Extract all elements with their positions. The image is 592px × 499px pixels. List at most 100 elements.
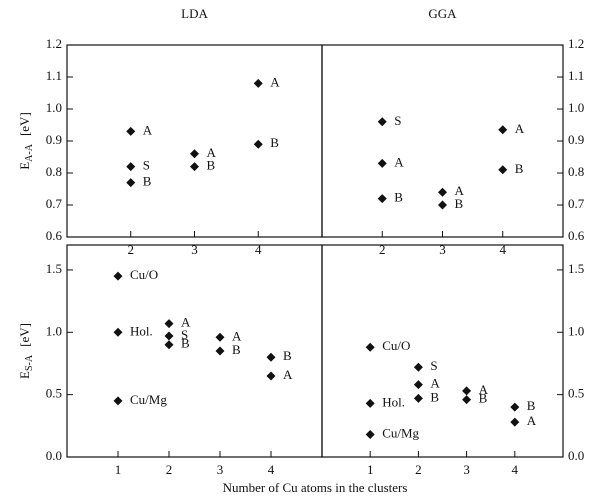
point-label: S	[181, 327, 188, 342]
point-label: A	[232, 328, 242, 343]
y-tick-label: 1.0	[568, 323, 584, 338]
y-axis-label: ES-A [eV]	[17, 323, 35, 379]
panel-frame	[66, 44, 323, 238]
x-tick-label: 1	[115, 462, 122, 477]
point-label: A	[479, 382, 489, 397]
y-tick-label: 1.0	[46, 100, 62, 115]
marker	[438, 200, 447, 210]
marker	[377, 117, 387, 127]
marker	[438, 187, 447, 197]
marker	[377, 158, 387, 168]
marker	[266, 352, 276, 362]
marker	[190, 149, 199, 159]
y-label-symbol: E	[17, 162, 32, 170]
point-label: A	[207, 145, 217, 160]
point-label: B	[143, 174, 152, 189]
point-label: A	[181, 315, 191, 330]
point-label: B	[207, 158, 216, 173]
y-tick-label: 0.9	[568, 132, 584, 147]
marker	[266, 371, 276, 381]
panel-title: LDA	[181, 6, 208, 21]
panel-title: GGA	[428, 6, 457, 21]
panel-frame	[321, 244, 564, 458]
marker	[365, 342, 375, 352]
x-axis-label: Number of Cu atoms in the clusters	[223, 480, 408, 495]
point-label: Cu/Mg	[130, 392, 167, 407]
marker	[126, 178, 136, 188]
marker	[113, 271, 123, 281]
marker	[413, 362, 423, 372]
point-label: Cu/O	[130, 267, 158, 282]
point-label: B	[283, 348, 292, 363]
marker	[253, 78, 263, 88]
y-tick-label: 0.7	[568, 196, 585, 211]
marker	[164, 331, 174, 341]
y-tick-label: 0.8	[46, 164, 62, 179]
marker	[413, 393, 423, 403]
marker	[126, 162, 136, 172]
y-label-subscript: S-A	[24, 354, 35, 371]
y-tick-label: 1.1	[568, 68, 584, 83]
point-label: B	[270, 135, 279, 150]
y-tick-label: 1.0	[46, 323, 62, 338]
y-tick-label: 1.2	[46, 36, 62, 51]
x-tick-label: 2	[128, 242, 135, 257]
y-tick-label: 0.8	[568, 164, 584, 179]
point-label: B	[479, 391, 488, 406]
point-label: A	[283, 367, 293, 382]
marker	[498, 125, 508, 135]
x-tick-label: 3	[439, 242, 446, 257]
point-label: B	[455, 196, 464, 211]
x-tick-label: 3	[463, 462, 470, 477]
marker	[253, 139, 263, 149]
point-label: Hol.	[130, 323, 153, 338]
point-label: A	[143, 122, 153, 137]
marker	[510, 402, 520, 412]
y-tick-label: 0.7	[46, 196, 63, 211]
marker	[498, 165, 508, 175]
point-label: A	[527, 413, 537, 428]
x-tick-label: 1	[367, 462, 374, 477]
y-tick-label: 1.2	[568, 36, 584, 51]
y-tick-label: 0.0	[568, 448, 584, 463]
point-label: Hol.	[382, 394, 405, 409]
y-axis-label: EA-A [eV]	[17, 112, 35, 170]
x-tick-label: 4	[268, 462, 275, 477]
y-tick-label: 1.5	[46, 261, 62, 276]
point-label: B	[394, 190, 403, 205]
point-label: Cu/Mg	[382, 426, 419, 441]
y-tick-label: 0.6	[46, 228, 63, 243]
point-label: S	[394, 113, 401, 128]
point-label: A	[394, 154, 404, 169]
point-label: Cu/O	[382, 338, 410, 353]
y-tick-label: 1.1	[46, 68, 62, 83]
point-label: B	[430, 389, 439, 404]
point-label: A	[515, 121, 525, 136]
y-tick-label: 0.5	[46, 386, 62, 401]
marker	[164, 319, 174, 329]
marker	[215, 332, 225, 342]
marker	[164, 340, 174, 350]
point-label: A	[455, 183, 465, 198]
marker	[126, 126, 136, 136]
marker	[215, 346, 225, 356]
marker	[113, 396, 123, 406]
point-label: B	[181, 336, 190, 351]
point-label: S	[143, 158, 150, 173]
marker	[365, 398, 375, 408]
y-label-unit: [eV]	[17, 323, 32, 347]
marker	[190, 162, 199, 172]
y-label-unit: [eV]	[17, 112, 32, 136]
marker	[113, 327, 123, 337]
marker	[510, 417, 520, 427]
point-label: A	[430, 376, 440, 391]
y-tick-label: 0.6	[568, 228, 585, 243]
x-tick-label: 2	[415, 462, 422, 477]
point-label: A	[270, 74, 280, 89]
y-tick-label: 0.5	[568, 386, 584, 401]
x-tick-label: 4	[255, 242, 262, 257]
marker	[462, 386, 472, 396]
marker	[365, 430, 375, 440]
y-tick-label: 0.9	[46, 132, 62, 147]
